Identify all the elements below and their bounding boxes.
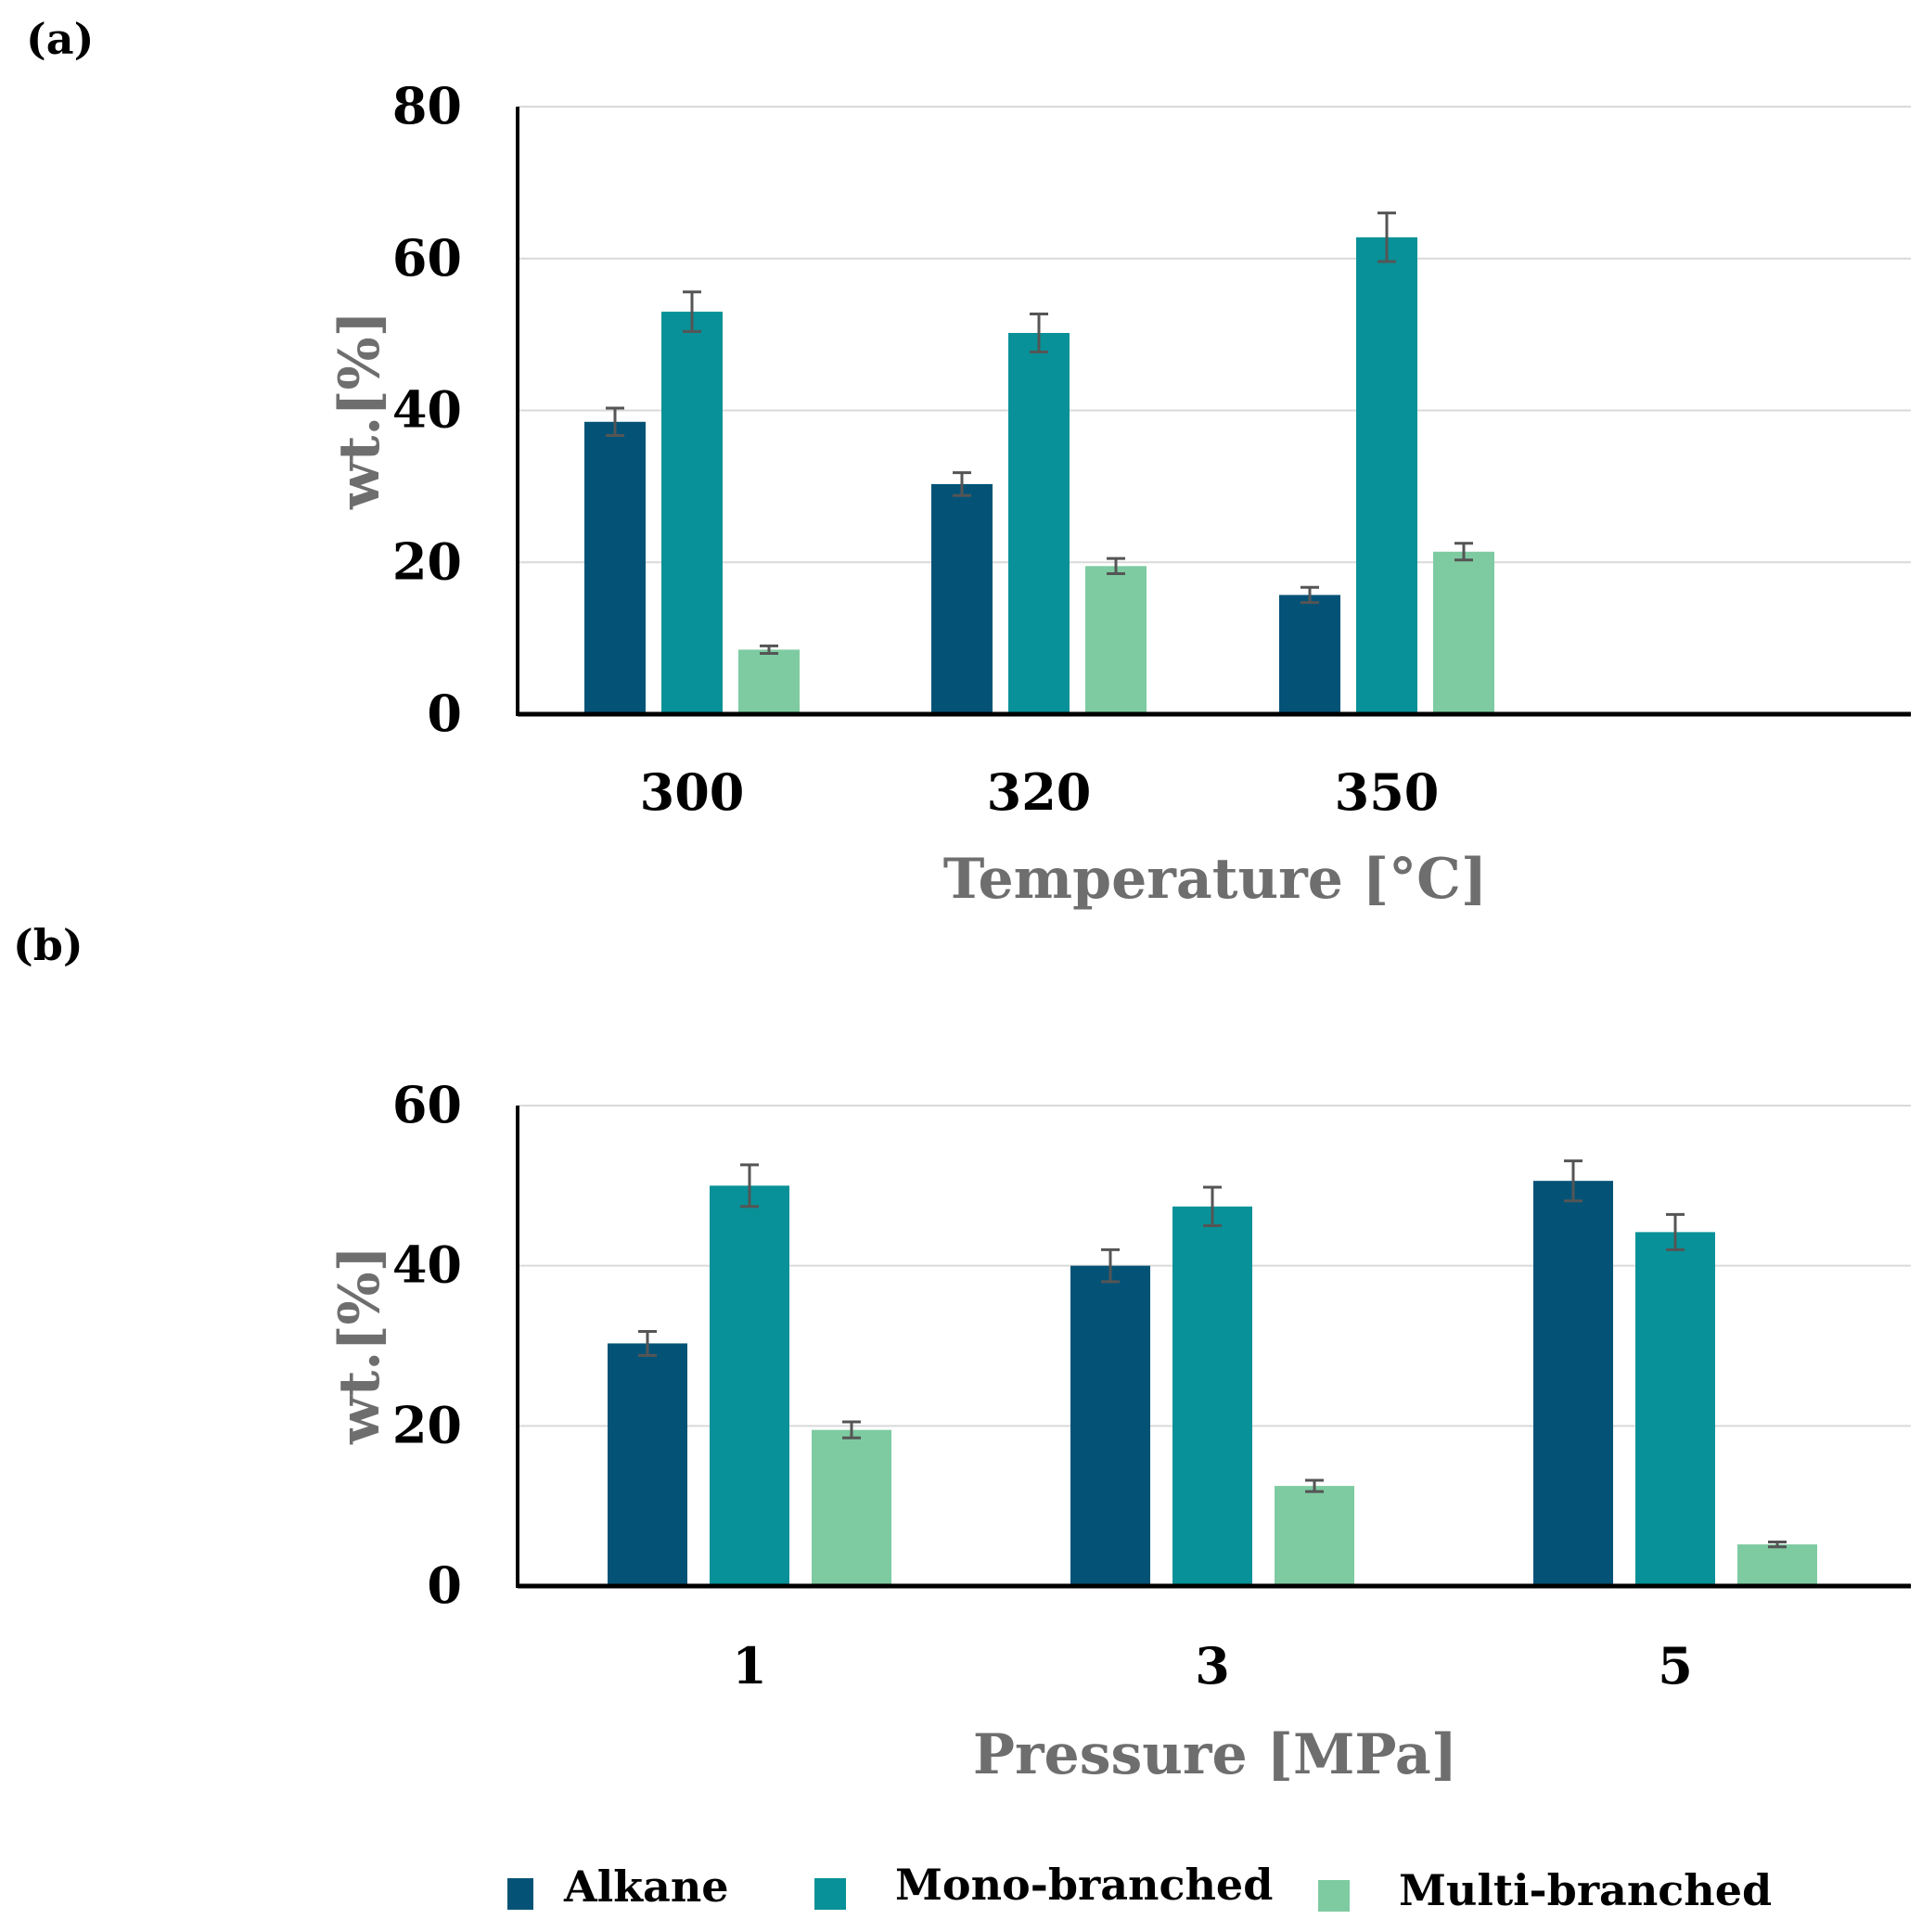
bar-alkane-320 (931, 483, 993, 714)
y-axis-title-a: wt.[%] (327, 311, 392, 510)
legend-label-multi-branched: Multi-branched (1399, 1865, 1772, 1915)
error-bar-multi-5 (1768, 1541, 1787, 1549)
legend-swatch-mono-branched (814, 1878, 846, 1910)
x-tick-label: 320 (987, 762, 1092, 822)
x-axis-title-b: Pressure [MPa] (973, 1722, 1457, 1787)
x-tick-label: 3 (1195, 1636, 1230, 1695)
bar-mono-3 (1172, 1206, 1252, 1586)
y-tick-label: 60 (392, 1075, 462, 1134)
bar-multi-350 (1433, 551, 1494, 714)
error-bar-mono-5 (1666, 1212, 1685, 1251)
bar-alkane-350 (1279, 595, 1340, 714)
bar-mono-5 (1635, 1232, 1715, 1586)
bar-alkane-5 (1533, 1181, 1613, 1586)
bar-alkane-300 (584, 421, 646, 714)
x-tick-label: 1 (732, 1636, 767, 1695)
legend-label-mono-branched: Mono-branched (895, 1860, 1273, 1910)
bar-mono-300 (661, 312, 723, 714)
error-bar-multi-3 (1305, 1478, 1324, 1493)
error-bar-mono-300 (683, 290, 701, 333)
y-tick-label: 0 (427, 1555, 462, 1615)
y-tick-label: 0 (427, 684, 462, 743)
legend: Alkane Mono-branched Multi-branched (507, 1860, 1772, 1915)
error-bar-mono-1 (740, 1163, 759, 1209)
error-bar-multi-1 (842, 1420, 861, 1439)
bar-alkane-1 (608, 1343, 687, 1586)
legend-label-alkane: Alkane (563, 1862, 729, 1912)
bar-multi-300 (738, 649, 800, 714)
bar-mono-1 (710, 1185, 789, 1586)
error-bar-multi-350 (1454, 542, 1473, 562)
error-bar-mono-350 (1377, 211, 1396, 263)
y-tick-label: 20 (392, 1395, 462, 1454)
chart-panel-a: (a) 0 20 40 60 80 300 320 350 wt.[%] Temperatu… (26, 14, 1911, 912)
x-tick-label: 5 (1658, 1636, 1693, 1695)
error-bar-alkane-300 (606, 406, 624, 438)
axes-b (516, 1106, 1911, 1589)
bars-a (584, 211, 1494, 714)
error-bar-mono-3 (1203, 1185, 1222, 1227)
chart-panel-b: (b) 0 20 40 60 1 3 5 wt.[%] Pressure [MPa] (13, 920, 1911, 1787)
error-bar-alkane-350 (1301, 585, 1319, 605)
bar-multi-320 (1085, 566, 1147, 714)
y-tick-label: 40 (392, 380, 462, 440)
y-tick-labels-b: 0 20 40 60 (392, 1075, 462, 1615)
y-tick-label: 60 (392, 228, 462, 288)
bar-multi-1 (812, 1429, 891, 1586)
panel-label-a: (a) (26, 14, 94, 64)
x-axis-title-a: Temperature [°C] (943, 847, 1488, 912)
legend-swatch-alkane (507, 1878, 533, 1910)
bars-b (608, 1159, 1817, 1586)
x-tick-labels-a: 300 320 350 (640, 762, 1440, 822)
bar-multi-5 (1737, 1544, 1817, 1586)
y-tick-label: 20 (392, 531, 462, 591)
y-tick-label: 80 (392, 76, 462, 135)
y-axis-title-b: wt.[%] (327, 1246, 392, 1445)
bar-alkane-3 (1070, 1265, 1150, 1586)
error-bar-alkane-1 (638, 1329, 657, 1357)
panel-label-b: (b) (13, 920, 83, 970)
bar-mono-320 (1008, 332, 1070, 714)
y-tick-label: 40 (392, 1235, 462, 1295)
error-bar-alkane-5 (1564, 1159, 1582, 1203)
legend-swatch-multi-branched (1318, 1880, 1350, 1912)
error-bar-multi-320 (1107, 557, 1125, 576)
error-bar-mono-320 (1030, 313, 1048, 353)
bar-multi-3 (1275, 1486, 1354, 1586)
grid-lines-a (518, 106, 1911, 564)
axes-a (516, 107, 1911, 717)
y-tick-labels-a: 0 20 40 60 80 (392, 76, 462, 743)
x-tick-label: 350 (1335, 762, 1440, 822)
bar-mono-350 (1356, 237, 1417, 714)
error-bar-alkane-320 (953, 471, 971, 497)
error-bar-alkane-3 (1101, 1247, 1120, 1284)
error-bar-multi-300 (760, 644, 778, 655)
x-tick-label: 300 (640, 762, 745, 822)
x-tick-labels-b: 1 3 5 (732, 1636, 1693, 1695)
